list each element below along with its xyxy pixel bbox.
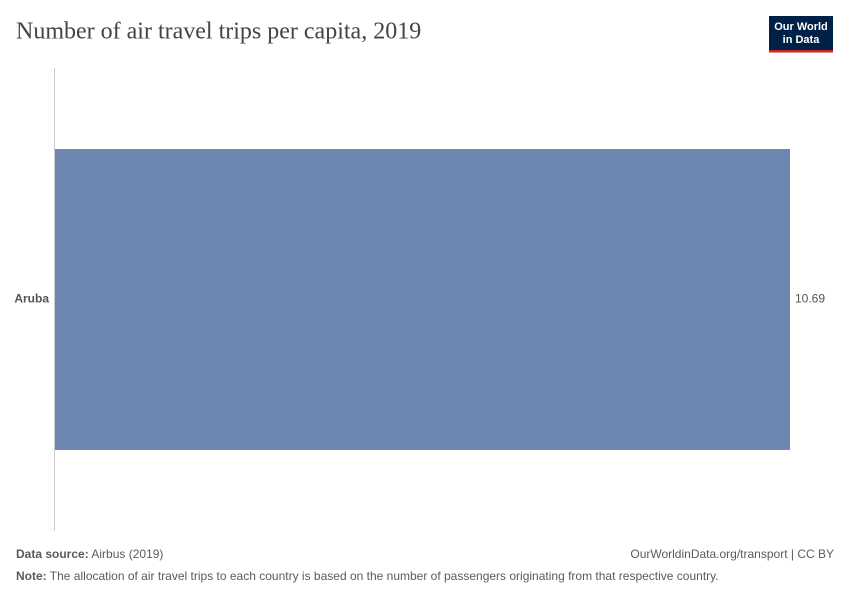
note: Note: The allocation of air travel trips… — [16, 569, 719, 583]
url[interactable]: OurWorldinData.org/transport | CC BY — [630, 547, 834, 561]
logo[interactable]: Our World in Data — [769, 16, 833, 53]
logo-underline — [769, 50, 833, 53]
logo-text: Our World — [774, 21, 828, 33]
logo-box — [769, 16, 833, 50]
bar — [55, 149, 790, 450]
value-label: 10.69 — [795, 292, 825, 306]
category-label: Aruba — [14, 292, 49, 306]
note-label: Note: — [16, 569, 47, 583]
source: Data source: Airbus (2019) — [16, 547, 163, 561]
note-text: The allocation of air travel trips to ea… — [50, 569, 719, 583]
source-text: Airbus (2019) — [91, 547, 163, 561]
logo-text: in Data — [783, 34, 821, 46]
source-label: Data source: — [16, 547, 89, 561]
chart-title: Number of air travel trips per capita, 2… — [16, 19, 421, 45]
